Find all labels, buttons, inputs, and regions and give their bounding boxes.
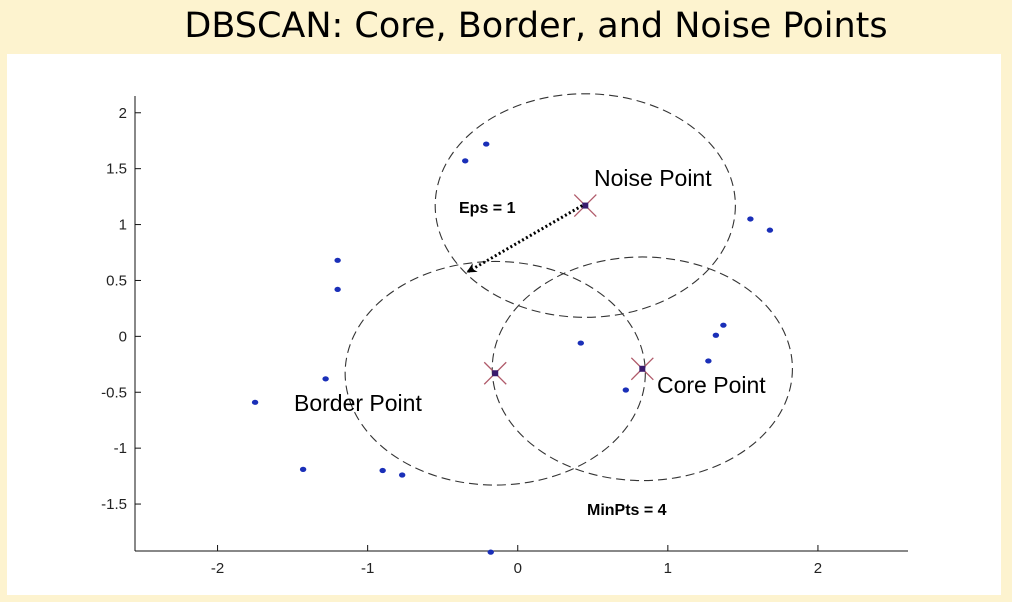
data-point — [622, 387, 630, 393]
border-point-label: Border Point — [294, 390, 422, 416]
data-point — [712, 332, 720, 338]
data-point — [334, 286, 341, 293]
data-point — [251, 399, 259, 405]
x-tick-label: -1 — [361, 560, 374, 577]
y-tick-label: -0.5 — [101, 384, 127, 401]
eps-label: Eps = 1 — [459, 200, 516, 217]
noise-point — [582, 202, 589, 209]
data-point — [322, 376, 329, 382]
figure-panel: -2 -1 0 1 2 2 1.5 1 0.5 0 -0.5 -1 -1.5 Noise Point Bo… — [7, 54, 1001, 595]
data-point — [747, 216, 754, 222]
y-tick-label: 0.5 — [106, 272, 127, 289]
x-tick-label: 1 — [664, 560, 672, 577]
minpts-label: MinPts = 4 — [587, 502, 667, 519]
data-point — [379, 467, 386, 474]
eps-circle-2 — [344, 260, 646, 486]
eps-circle-3 — [491, 256, 793, 482]
eps-circle-1 — [434, 93, 736, 318]
data-point — [577, 340, 584, 346]
data-point — [720, 322, 727, 328]
x-tick-label: -2 — [211, 560, 224, 577]
data-point — [483, 141, 490, 147]
y-tick-label: -1.5 — [101, 496, 127, 513]
x-tick-label: 2 — [814, 560, 822, 577]
dbscan-scatter-plot: -2 -1 0 1 2 2 1.5 1 0.5 0 -0.5 -1 -1.5 Noise Point Bo… — [101, 93, 908, 577]
data-point — [299, 466, 307, 472]
y-tick-label: 1 — [119, 217, 127, 234]
border-point — [492, 370, 499, 377]
core-point-label: Core Point — [657, 372, 766, 398]
data-point — [462, 158, 469, 164]
eps-radius-arrow — [466, 204, 584, 273]
x-tick-label: 0 — [514, 560, 522, 577]
noise-point-label: Noise Point — [594, 165, 712, 191]
y-tick-label: -1 — [114, 440, 127, 457]
y-tick-label: 1.5 — [106, 161, 127, 178]
data-point — [398, 472, 406, 478]
noise-point-marker — [573, 194, 597, 218]
core-point-marker — [630, 357, 654, 381]
y-tick-label: 0 — [119, 328, 127, 345]
y-tick-label: 2 — [119, 105, 127, 122]
data-point — [487, 549, 494, 555]
slide-title: DBSCAN: Core, Border, and Noise Points — [184, 6, 888, 46]
data-point — [334, 257, 341, 263]
data-point — [705, 358, 712, 364]
border-point-marker — [483, 361, 507, 385]
data-point — [766, 227, 774, 233]
core-point — [639, 365, 646, 372]
